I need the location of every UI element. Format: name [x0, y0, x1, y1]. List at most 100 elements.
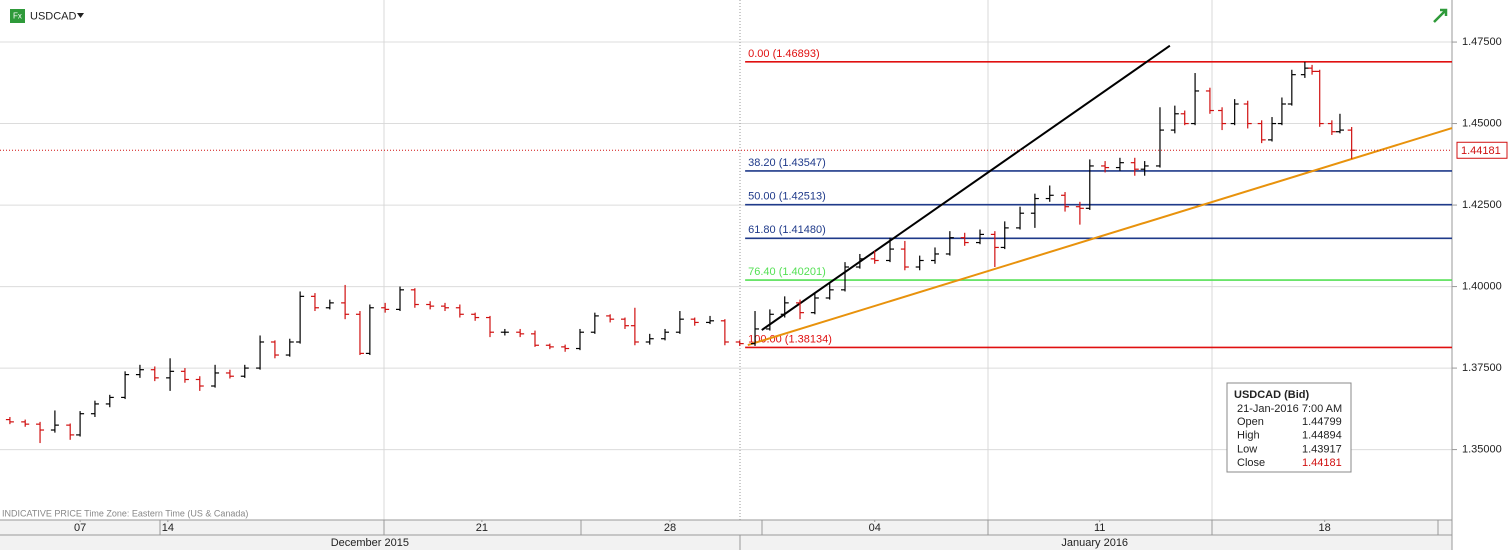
- week-separators: [383, 0, 1213, 520]
- info-value: 1.44894: [1302, 430, 1342, 442]
- ohlc-bar: [485, 315, 494, 338]
- x-tick-label: 18: [1319, 522, 1331, 534]
- info-label: High: [1237, 430, 1260, 442]
- y-tick-label: 1.40000: [1462, 280, 1502, 292]
- ohlc-bar: [341, 284, 350, 320]
- ohlc-bar: [66, 423, 75, 440]
- ohlc-bar: [426, 301, 435, 310]
- ohlc-bar: [410, 288, 419, 308]
- ohlc-bar: [211, 364, 220, 388]
- ohlc-bar: [1170, 105, 1179, 134]
- ohlc-bar: [195, 376, 204, 391]
- ohlc-bar: [1180, 110, 1189, 126]
- ohlc-bar: [645, 333, 654, 345]
- ohlc-bar: [765, 309, 774, 331]
- header: Fx USDCAD: [10, 8, 1448, 23]
- ohlc-bar: [575, 328, 584, 351]
- fib-label: 100.00 (1.38134): [748, 333, 832, 345]
- ohlc-bar: [825, 283, 834, 300]
- ohlc-bar: [960, 232, 969, 246]
- ohlc-bar: [1155, 107, 1164, 168]
- fx-icon: [10, 9, 25, 23]
- ohlc-bar: [1085, 159, 1094, 210]
- ohlc-bar: [1218, 107, 1227, 131]
- ohlc-bar: [530, 330, 539, 347]
- ohlc-bar: [1030, 193, 1039, 228]
- ohlc-bar: [735, 340, 744, 346]
- ohlc-bar: [870, 250, 879, 264]
- info-label: Close: [1237, 457, 1265, 469]
- ohlc-bar: [1061, 192, 1070, 212]
- ohlc-bar: [1268, 117, 1277, 142]
- y-tick-label: 1.47500: [1462, 36, 1502, 48]
- fx-icon-text: Fx: [13, 12, 22, 21]
- ohlc-bar: [931, 247, 940, 264]
- x-tick-label: 28: [664, 522, 676, 534]
- ohlc-bar: [1101, 161, 1110, 173]
- ohlc-bar: [166, 358, 175, 391]
- ohlc-bar: [296, 291, 305, 344]
- ohlc-bar: [455, 304, 464, 318]
- info-value: 1.44799: [1302, 416, 1342, 428]
- ohlc-bar: [606, 314, 615, 323]
- ohlc-bar: [76, 411, 85, 437]
- fib-label: 0.00 (1.46893): [748, 48, 820, 60]
- ohlc-bar: [630, 307, 639, 346]
- ohlc-bar: [1016, 206, 1025, 230]
- ohlc-bar: [150, 366, 159, 382]
- month-label: January 2016: [1061, 537, 1128, 549]
- ohlc-bar: [915, 255, 924, 271]
- ohlc-bar: [720, 319, 729, 346]
- month-label: December 2015: [331, 537, 409, 549]
- fib-label: 61.80 (1.41480): [748, 224, 826, 236]
- info-date: 21-Jan-2016 7:00 AM: [1237, 403, 1342, 415]
- x-tick-label: 14: [162, 522, 174, 534]
- last-price-label: 1.44181: [1461, 145, 1501, 157]
- ohlc-bar: [1045, 185, 1054, 202]
- last-price-box: [1456, 141, 1508, 159]
- y-axis-band: [1452, 0, 1510, 550]
- ohlc-bar: [706, 315, 715, 325]
- ohlc-bar: [396, 286, 405, 312]
- ohlc-bar: [1000, 221, 1009, 250]
- ohlc-bar: [810, 293, 819, 315]
- info-label: Open: [1237, 416, 1264, 428]
- ohlc-bar: [855, 253, 864, 269]
- x-tick-label: 21: [476, 522, 488, 534]
- trend-line: [761, 44, 1171, 331]
- ohlc-bar: [1327, 120, 1336, 135]
- info-value: 1.43917: [1302, 443, 1342, 455]
- ohlc-bar: [561, 344, 570, 352]
- ohlc-bar: [1257, 120, 1266, 144]
- ohlc-bar: [105, 394, 114, 408]
- ohlc-bar: [365, 304, 374, 356]
- symbol[interactable]: USDCAD: [30, 10, 77, 22]
- info-box-frame: [1226, 382, 1352, 473]
- ohlc-bar: [270, 340, 279, 359]
- ohlc-bar: [1140, 161, 1149, 176]
- ohlc-bar: [545, 343, 554, 350]
- ohlc-bar: [516, 328, 525, 338]
- footer-note: INDICATIVE PRICE Time Zone: Eastern Time…: [2, 508, 248, 518]
- ohlc-bar: [1315, 69, 1324, 127]
- ohlc-bar: [590, 312, 599, 334]
- y-tick-label: 1.45000: [1462, 117, 1502, 129]
- ohlc-bar: [325, 299, 334, 310]
- ohlc-bar: [900, 240, 909, 271]
- ohlc-bar: [310, 293, 319, 312]
- y-tick-label: 1.42500: [1462, 199, 1502, 211]
- ohlc-bar: [675, 311, 684, 334]
- expand-icon[interactable]: [1433, 8, 1448, 23]
- x-separators: [159, 520, 1439, 550]
- info-label: Low: [1237, 443, 1257, 455]
- ohlc-bar: [975, 229, 984, 245]
- dropdown-arrow[interactable]: [77, 13, 84, 18]
- y-tick-label: 1.37500: [1462, 362, 1502, 374]
- x-tick-label: 11: [1094, 522, 1105, 534]
- ohlc-bar: [945, 231, 954, 256]
- ohlc-bar: [1335, 113, 1344, 134]
- ohlc-bar: [1075, 201, 1084, 225]
- ohlc-bar: [256, 335, 265, 370]
- ohlc-bar: [21, 419, 30, 427]
